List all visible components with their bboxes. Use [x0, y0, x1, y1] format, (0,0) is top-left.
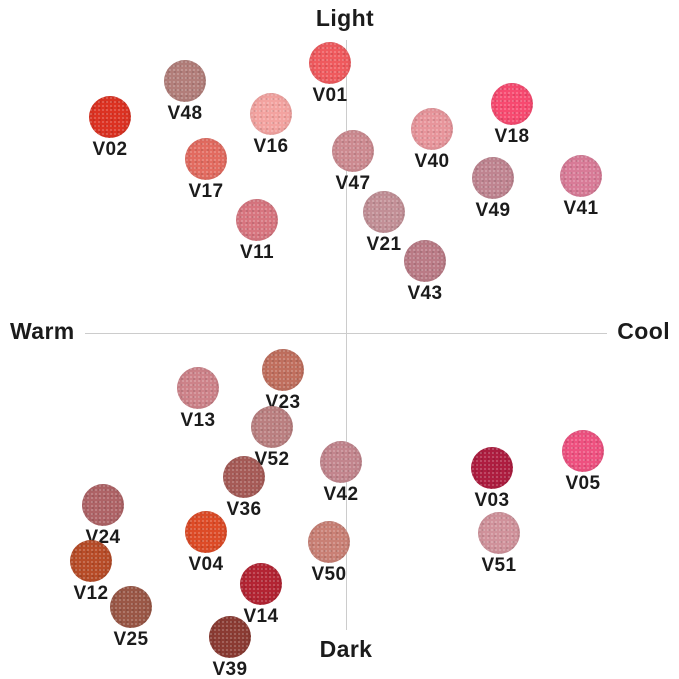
shade-label: V41 [563, 198, 599, 219]
shade-label: V42 [323, 484, 359, 505]
shade-label: V36 [226, 499, 262, 520]
shade-label: V18 [494, 126, 530, 147]
shade-swatch [110, 586, 152, 628]
shade-swatch [70, 540, 112, 582]
shade-swatch [262, 349, 304, 391]
shade-swatch [240, 563, 282, 605]
shade-label: V02 [92, 139, 128, 160]
shade-label: V39 [212, 659, 248, 679]
shade-swatch [411, 108, 453, 150]
shade-label: V04 [188, 554, 224, 575]
shade-swatch [560, 155, 602, 197]
shade-label: V52 [254, 449, 290, 470]
shade-label: V43 [407, 283, 443, 304]
shade-swatch [478, 512, 520, 554]
axis-label-warm: Warm [10, 318, 75, 344]
axis-label-dark: Dark [319, 636, 373, 662]
shade-swatch [177, 367, 219, 409]
shade-label: V12 [73, 583, 109, 604]
shade-label: V48 [167, 103, 203, 124]
shade-swatch [164, 60, 206, 102]
shade-label: V21 [366, 234, 402, 255]
shade-label: V17 [188, 181, 224, 202]
shade-swatch [185, 511, 227, 553]
shade-swatch [491, 83, 533, 125]
shade-label: V13 [180, 410, 216, 431]
shade-swatch [185, 138, 227, 180]
shade-label: V25 [113, 629, 149, 650]
shade-label: V03 [474, 490, 510, 511]
shade-label: V49 [475, 200, 511, 221]
shade-swatch [320, 441, 362, 483]
shade-label: V47 [335, 173, 371, 194]
shade-swatch [236, 199, 278, 241]
axis-label-cool: Cool [617, 318, 670, 344]
shade-label: V16 [253, 136, 289, 157]
shade-label: V40 [414, 151, 450, 172]
shade-swatch [332, 130, 374, 172]
shade-swatch [209, 616, 251, 658]
shade-swatch [82, 484, 124, 526]
shade-swatch [250, 93, 292, 135]
shade-swatch [251, 406, 293, 448]
shade-swatch [404, 240, 446, 282]
y-axis-line [346, 40, 347, 630]
shade-swatch [472, 157, 514, 199]
shade-label: V51 [481, 555, 517, 576]
shade-swatch [363, 191, 405, 233]
axis-label-light: Light [315, 5, 375, 31]
shade-swatch [223, 456, 265, 498]
shade-swatch [471, 447, 513, 489]
shade-label: V01 [312, 85, 348, 106]
shade-label: V14 [243, 606, 279, 627]
shade-label: V50 [311, 564, 347, 585]
shade-label: V05 [565, 473, 601, 494]
shade-swatch [562, 430, 604, 472]
shade-swatch [89, 96, 131, 138]
shade-swatch [309, 42, 351, 84]
shade-label: V11 [240, 242, 274, 263]
shade-swatch [308, 521, 350, 563]
